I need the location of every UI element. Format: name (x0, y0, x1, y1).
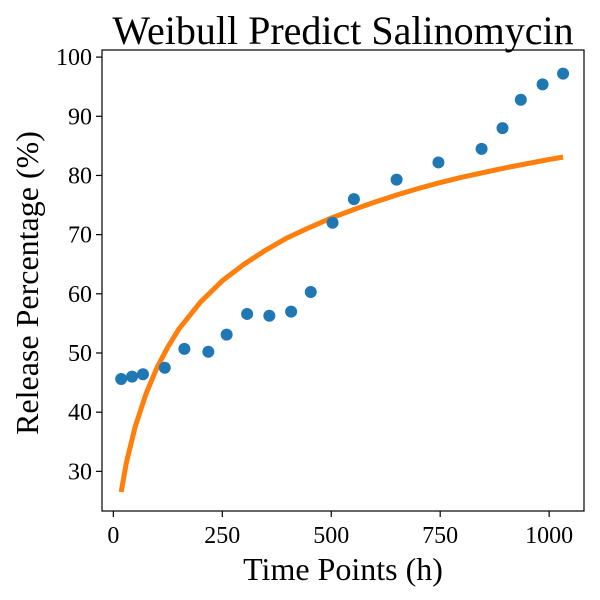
data-point (304, 286, 317, 299)
y-tick-label: 100 (56, 45, 92, 71)
data-point (496, 122, 509, 135)
y-axis-label: Release Percentage (%) (9, 131, 45, 435)
plot-frame (101, 49, 585, 512)
data-point (536, 78, 549, 91)
data-point (158, 361, 171, 374)
x-tick-label: 500 (313, 523, 349, 549)
data-point (514, 93, 527, 106)
data-point (347, 193, 360, 206)
x-tick-label: 0 (107, 523, 119, 549)
x-axis: 0 250 500 750 1000 (107, 511, 573, 549)
data-point (126, 370, 139, 383)
y-tick-label: 90 (68, 104, 92, 130)
data-point (326, 216, 339, 229)
plot-area (115, 67, 570, 493)
chart-title: Weibull Predict Salinomycin (112, 8, 573, 53)
y-tick-label: 30 (68, 459, 92, 485)
y-tick-label: 50 (68, 341, 92, 367)
y-tick-label: 80 (68, 163, 92, 189)
data-point (202, 345, 215, 358)
fit-curve (118, 154, 564, 493)
data-point (241, 307, 254, 320)
y-tick-label: 40 (68, 400, 92, 426)
x-tick-label: 750 (422, 523, 458, 549)
data-point (136, 368, 149, 381)
data-point (263, 309, 276, 322)
x-tick-label: 250 (204, 523, 240, 549)
data-point (557, 67, 570, 80)
y-axis: 30 40 50 60 70 80 90 100 (56, 45, 102, 485)
y-tick-label: 60 (68, 282, 92, 308)
y-tick-label: 70 (68, 223, 92, 249)
x-axis-label: Time Points (h) (243, 551, 443, 587)
x-tick-label: 1000 (525, 523, 573, 549)
data-point (220, 328, 233, 341)
data-point (390, 173, 403, 186)
data-point (285, 305, 298, 318)
data-point (178, 342, 191, 355)
data-point (432, 156, 445, 169)
data-point (115, 373, 128, 386)
data-point (475, 142, 488, 155)
